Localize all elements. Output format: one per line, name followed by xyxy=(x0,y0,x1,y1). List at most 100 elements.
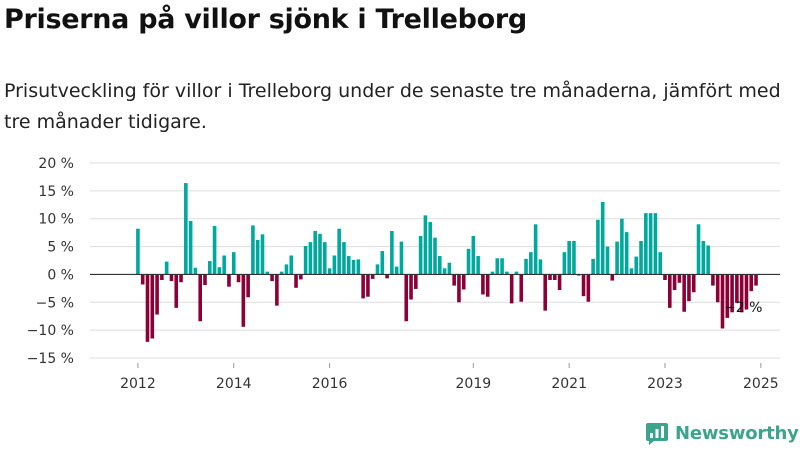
bar xyxy=(682,274,686,312)
bar xyxy=(217,267,222,275)
bar xyxy=(164,261,169,275)
bar xyxy=(207,261,212,275)
bar xyxy=(447,262,452,275)
bar xyxy=(687,274,691,302)
bar xyxy=(390,230,394,275)
bar xyxy=(658,252,662,275)
bar xyxy=(672,274,677,291)
bar xyxy=(586,274,591,302)
y-tick-label: −15 % xyxy=(27,351,74,367)
bar xyxy=(370,274,375,279)
bar xyxy=(299,274,303,280)
bar xyxy=(476,256,480,275)
bar xyxy=(442,268,447,275)
bar xyxy=(653,213,658,275)
chart-subtitle: Prisutveckling för villor i Trelleborg u… xyxy=(4,80,781,133)
x-axis xyxy=(90,273,780,368)
bar xyxy=(136,228,140,275)
bar xyxy=(735,274,739,303)
bar xyxy=(265,271,270,275)
bar xyxy=(337,228,341,275)
bar xyxy=(667,274,672,308)
x-tick-label: 2014 xyxy=(216,376,252,392)
bar xyxy=(461,274,466,290)
y-tick-label: 10 % xyxy=(38,212,74,228)
bar xyxy=(615,241,619,275)
bar xyxy=(174,274,179,308)
bar-chart: 20 %15 %10 %5 %0 %−5 %−10 %−15 % 2012 201… xyxy=(27,156,780,392)
chart-title: Priserna på villor sjönk i Trelleborg xyxy=(4,4,527,35)
y-tick-label: 5 % xyxy=(47,240,74,256)
bar xyxy=(198,274,202,322)
bar xyxy=(519,274,524,302)
bar xyxy=(677,274,682,283)
bar xyxy=(188,220,193,275)
bar xyxy=(394,266,399,275)
bar xyxy=(222,255,226,275)
bar xyxy=(236,274,241,283)
bar xyxy=(605,246,610,275)
bar xyxy=(754,274,758,286)
bar xyxy=(140,274,145,285)
latest-value-label: −2 % xyxy=(724,300,762,316)
bar xyxy=(490,271,495,275)
bar xyxy=(749,274,754,292)
bar xyxy=(562,252,567,275)
bar xyxy=(505,271,509,275)
bar xyxy=(203,274,207,286)
bar xyxy=(591,258,595,275)
bar xyxy=(231,252,236,275)
bar xyxy=(145,274,150,342)
bar xyxy=(404,274,409,322)
bar xyxy=(581,274,586,297)
bar xyxy=(691,274,696,293)
bar xyxy=(543,274,547,311)
bar xyxy=(648,213,653,275)
bar xyxy=(644,213,648,275)
bar xyxy=(351,259,356,275)
y-tick-label: 0 % xyxy=(47,267,74,283)
bar xyxy=(437,256,442,275)
bar xyxy=(457,274,461,303)
x-axis-labels: 2012 2014 2016 2019 2021 2023 2025 xyxy=(120,376,779,392)
bars xyxy=(136,183,758,342)
bar xyxy=(711,274,715,286)
bar xyxy=(701,241,706,275)
x-tick-label: 2023 xyxy=(647,376,683,392)
bar xyxy=(246,274,250,298)
bar xyxy=(308,242,313,275)
bar xyxy=(150,274,155,339)
x-tick-label: 2025 xyxy=(743,376,779,392)
bar xyxy=(356,259,361,275)
bar xyxy=(313,230,317,275)
bar xyxy=(169,274,174,282)
bar xyxy=(620,218,624,275)
bar xyxy=(409,274,413,300)
bar xyxy=(524,258,528,275)
bar xyxy=(179,274,183,283)
bar xyxy=(399,241,404,275)
bar xyxy=(730,274,734,313)
bar xyxy=(720,274,725,329)
brand-name: Newsworthy xyxy=(675,422,799,444)
bar xyxy=(629,268,634,275)
bar xyxy=(361,274,365,299)
bar xyxy=(318,233,322,275)
bar xyxy=(739,274,744,313)
bar xyxy=(600,202,605,275)
bar xyxy=(624,232,629,275)
bar xyxy=(548,274,552,280)
bar xyxy=(346,256,351,275)
bar xyxy=(155,274,159,315)
bar xyxy=(481,274,485,295)
bar xyxy=(414,274,418,289)
bar xyxy=(428,222,432,275)
bar xyxy=(255,239,260,275)
bar xyxy=(227,274,231,287)
bar xyxy=(284,264,289,275)
bar xyxy=(423,215,428,275)
bar xyxy=(529,252,533,275)
bar xyxy=(466,248,471,275)
bar xyxy=(514,271,519,275)
bar xyxy=(418,235,423,275)
